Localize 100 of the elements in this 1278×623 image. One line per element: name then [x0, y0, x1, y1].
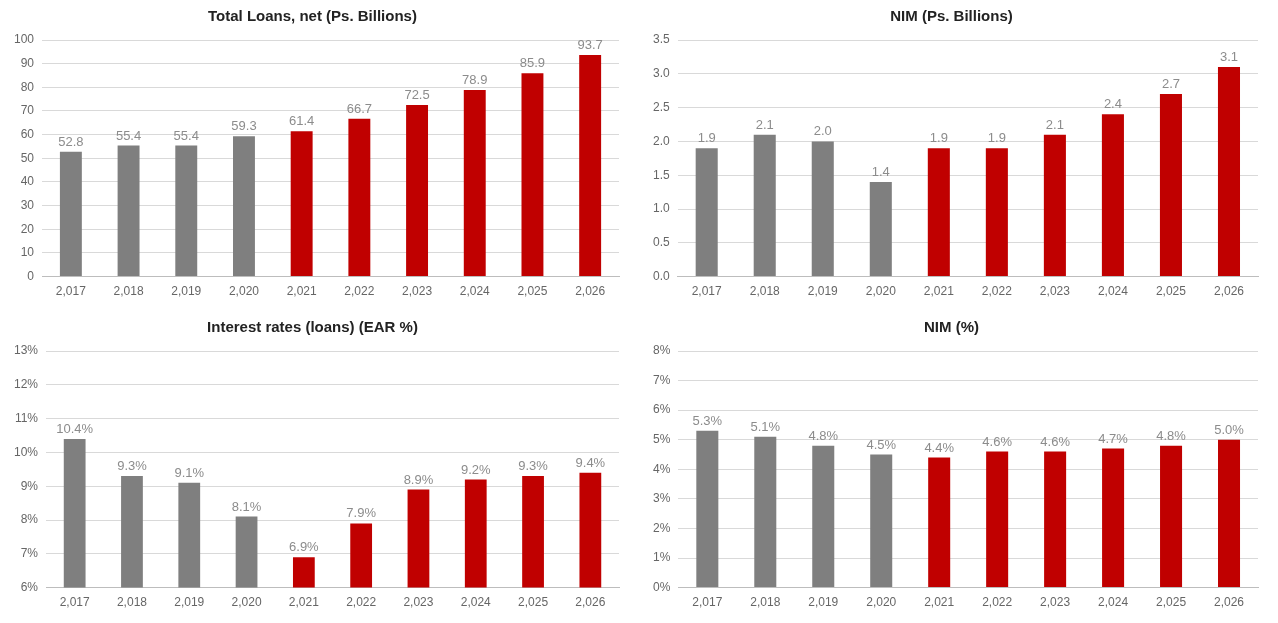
y-tick-label: 8%	[653, 343, 671, 358]
x-tick-label: 2,018	[113, 284, 144, 299]
y-tick-label: 1%	[653, 550, 671, 565]
x-tick-label: 2,019	[171, 284, 202, 299]
x-tick-label: 2,023	[403, 595, 434, 610]
data-label: 1.4	[871, 164, 890, 180]
bar	[117, 145, 140, 277]
data-label: 66.7	[346, 100, 373, 116]
data-label: 9.3%	[518, 458, 549, 474]
chart-title: NIM (Ps. Billions)	[890, 7, 1013, 25]
data-label: 4.4%	[924, 439, 955, 455]
x-tick-label: 2,026	[1213, 284, 1245, 299]
data-label: 1.9	[987, 130, 1006, 146]
data-label: 2.1	[755, 116, 774, 132]
bar	[406, 105, 429, 277]
bar	[1101, 114, 1124, 277]
x-tick-label: 2,026	[575, 284, 606, 299]
x-tick-label: 2,019	[807, 284, 839, 299]
data-label: 72.5	[404, 87, 430, 103]
data-label: 6.9%	[289, 539, 320, 555]
data-label: 9.3%	[117, 458, 148, 474]
y-tick-label: 5%	[653, 432, 671, 447]
y-tick-label: 50	[20, 150, 35, 165]
x-tick-label: 2,018	[750, 595, 781, 610]
y-tick-label: 6%	[20, 579, 39, 594]
data-label: 55.4	[115, 127, 142, 143]
bar	[59, 151, 82, 277]
bar	[1218, 439, 1241, 588]
data-label: 5.0%	[1214, 421, 1245, 437]
y-tick-label: 2.5	[652, 99, 670, 114]
data-label: 93.7	[577, 36, 603, 52]
x-tick-label: 2,025	[1156, 595, 1187, 610]
data-label: 2.4	[1103, 96, 1122, 112]
y-tick-label: 0.0	[652, 268, 670, 283]
bar	[290, 131, 313, 277]
data-label: 9.1%	[174, 464, 205, 480]
y-tick-label: 12%	[13, 377, 39, 392]
y-tick-label: 70	[20, 103, 35, 118]
bar	[870, 454, 893, 588]
y-tick-label: 90	[20, 55, 35, 70]
data-label: 2.0	[813, 123, 832, 139]
bar	[928, 457, 951, 588]
y-tick-label: 10%	[13, 444, 39, 459]
x-tick-label: 2,018	[116, 595, 148, 610]
y-tick-label: 7%	[653, 372, 671, 387]
bar	[985, 148, 1008, 277]
bar	[753, 134, 776, 277]
y-tick-label: 10	[20, 245, 35, 260]
data-label: 9.4%	[575, 454, 606, 470]
data-label: 4.8%	[808, 427, 839, 443]
x-tick-label: 2,022	[346, 595, 377, 610]
x-tick-label: 2,021	[288, 595, 320, 610]
y-tick-label: 0	[27, 268, 35, 283]
y-tick-label: 0.5	[652, 235, 670, 250]
bar	[927, 148, 950, 277]
bar	[1217, 67, 1241, 277]
y-tick-label: 6%	[653, 402, 671, 417]
x-tick-label: 2,020	[866, 595, 897, 610]
y-tick-label: 20	[20, 221, 35, 236]
bar	[812, 445, 835, 588]
x-tick-label: 2,026	[575, 595, 606, 610]
y-tick-label: 40	[20, 174, 35, 189]
x-tick-label: 2,019	[174, 595, 205, 610]
y-tick-label: 9%	[20, 478, 39, 493]
y-tick-label: 100	[13, 32, 35, 47]
data-label: 2.7	[1161, 76, 1180, 92]
bar	[1044, 451, 1067, 588]
bar	[869, 181, 892, 277]
bar	[754, 436, 777, 588]
y-tick-label: 2%	[653, 520, 671, 535]
x-tick-label: 2,017	[59, 595, 91, 610]
x-tick-label: 2,020	[865, 284, 897, 299]
y-tick-label: 13%	[13, 343, 39, 358]
x-tick-label: 2,019	[808, 595, 839, 610]
y-tick-label: 3.0	[652, 66, 670, 81]
data-label: 4.8%	[1156, 427, 1187, 443]
data-label: 59.3	[231, 118, 257, 134]
y-tick-label: 11%	[14, 410, 39, 425]
data-label: 10.4%	[56, 420, 94, 436]
data-label: 8.9%	[403, 471, 434, 487]
y-tick-label: 3%	[653, 491, 671, 506]
x-tick-label: 2,018	[749, 284, 781, 299]
chart-title: Interest rates (loans) (EAR %)	[207, 318, 418, 336]
y-tick-label: 1.0	[652, 201, 670, 216]
bar	[463, 89, 486, 277]
x-tick-label: 2,025	[517, 284, 548, 299]
x-tick-label: 2,022	[981, 284, 1013, 299]
x-tick-label: 2,023	[402, 284, 433, 299]
x-tick-label: 2,022	[982, 595, 1013, 610]
data-label: 61.4	[289, 113, 315, 129]
data-label: 4.6%	[982, 433, 1013, 449]
x-tick-label: 2,023	[1039, 284, 1071, 299]
chart-title: Total Loans, net (Ps. Billions)	[208, 7, 417, 25]
data-label: 5.3%	[692, 412, 723, 428]
bar	[175, 145, 198, 277]
data-label: 7.9%	[346, 505, 377, 521]
data-label: 9.2%	[460, 461, 492, 477]
x-tick-label: 2,025	[1155, 284, 1187, 299]
bar	[695, 148, 718, 277]
x-tick-label: 2,021	[923, 284, 955, 299]
